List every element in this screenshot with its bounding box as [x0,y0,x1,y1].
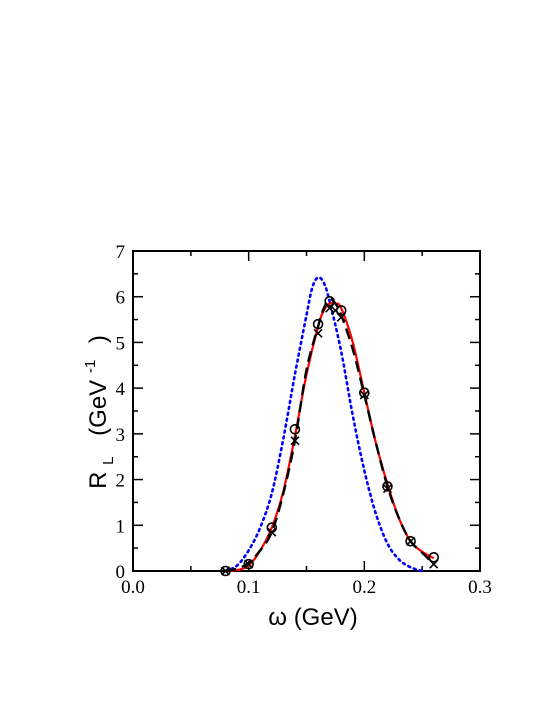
axis-ticks [132,250,481,572]
x-marker [382,484,393,494]
circle-marker [405,535,416,547]
plot-frame [132,250,481,572]
circle-marker [382,481,393,492]
circle-marker [220,565,231,577]
y-axis-title-main: R [85,472,112,489]
x-tick-label: 0.2 [352,577,376,598]
circle-marker [428,551,440,563]
x-marker [290,436,300,446]
y-axis-title: R L (GeV -1 ) [74,335,119,489]
x-marker-stroke [290,436,300,446]
x-axis-title: ω (GeV) [268,604,357,631]
x-marker-stroke [325,303,335,313]
x-marker-stroke [244,559,254,569]
x-marker-stroke [336,312,346,322]
circle-marker [289,423,301,435]
series-layer [220,276,440,577]
circle-marker [335,305,347,316]
x-marker [359,390,369,400]
x-marker-stroke [359,390,369,400]
x-marker-stroke [330,305,340,315]
circle-marker [359,387,370,399]
y-axis-title-unit: (GeV [85,380,112,436]
circle-marker [312,318,324,330]
y-tick-label: 0 [116,562,126,583]
x-marker-stroke [267,527,277,537]
y-axis-title-power: -1 [82,360,99,373]
series-line-dashed [225,297,435,573]
y-tick-label: 6 [116,288,126,309]
x-marker-stroke [313,328,323,338]
tick-labels: 0.0 0.1 0.2 0.3 0 1 2 3 4 5 6 7 [116,242,492,598]
y-tick-label: 4 [116,379,126,400]
y-axis-title-subscript: L [100,457,117,465]
plot-area [132,250,481,572]
y-tick-label: 3 [116,425,126,446]
y-tick-label: 1 [116,516,126,537]
x-marker [267,527,277,537]
x-marker [220,566,231,576]
series-line-dotted [224,276,424,573]
x-marker [244,559,254,569]
x-marker [429,559,439,569]
circle-marker [324,295,335,307]
x-marker-stroke [382,484,393,494]
x-marker-stroke [220,566,231,576]
x-marker [313,328,323,338]
x-tick-label: 0.1 [237,577,261,598]
x-marker [325,303,335,313]
x-marker-stroke [429,559,439,569]
x-tick-label: 0.0 [121,577,145,598]
x-marker [336,312,346,322]
y-axis-title-close: ) [85,335,112,343]
circle-marker [243,558,254,570]
x-marker [406,536,416,546]
series-line-solid [225,301,435,573]
x-tick-label: 0.3 [468,577,492,598]
y-tick-label: 2 [116,471,126,492]
y-tick-label: 5 [116,333,126,354]
x-marker-stroke [406,536,416,546]
y-tick-label: 7 [116,242,126,263]
